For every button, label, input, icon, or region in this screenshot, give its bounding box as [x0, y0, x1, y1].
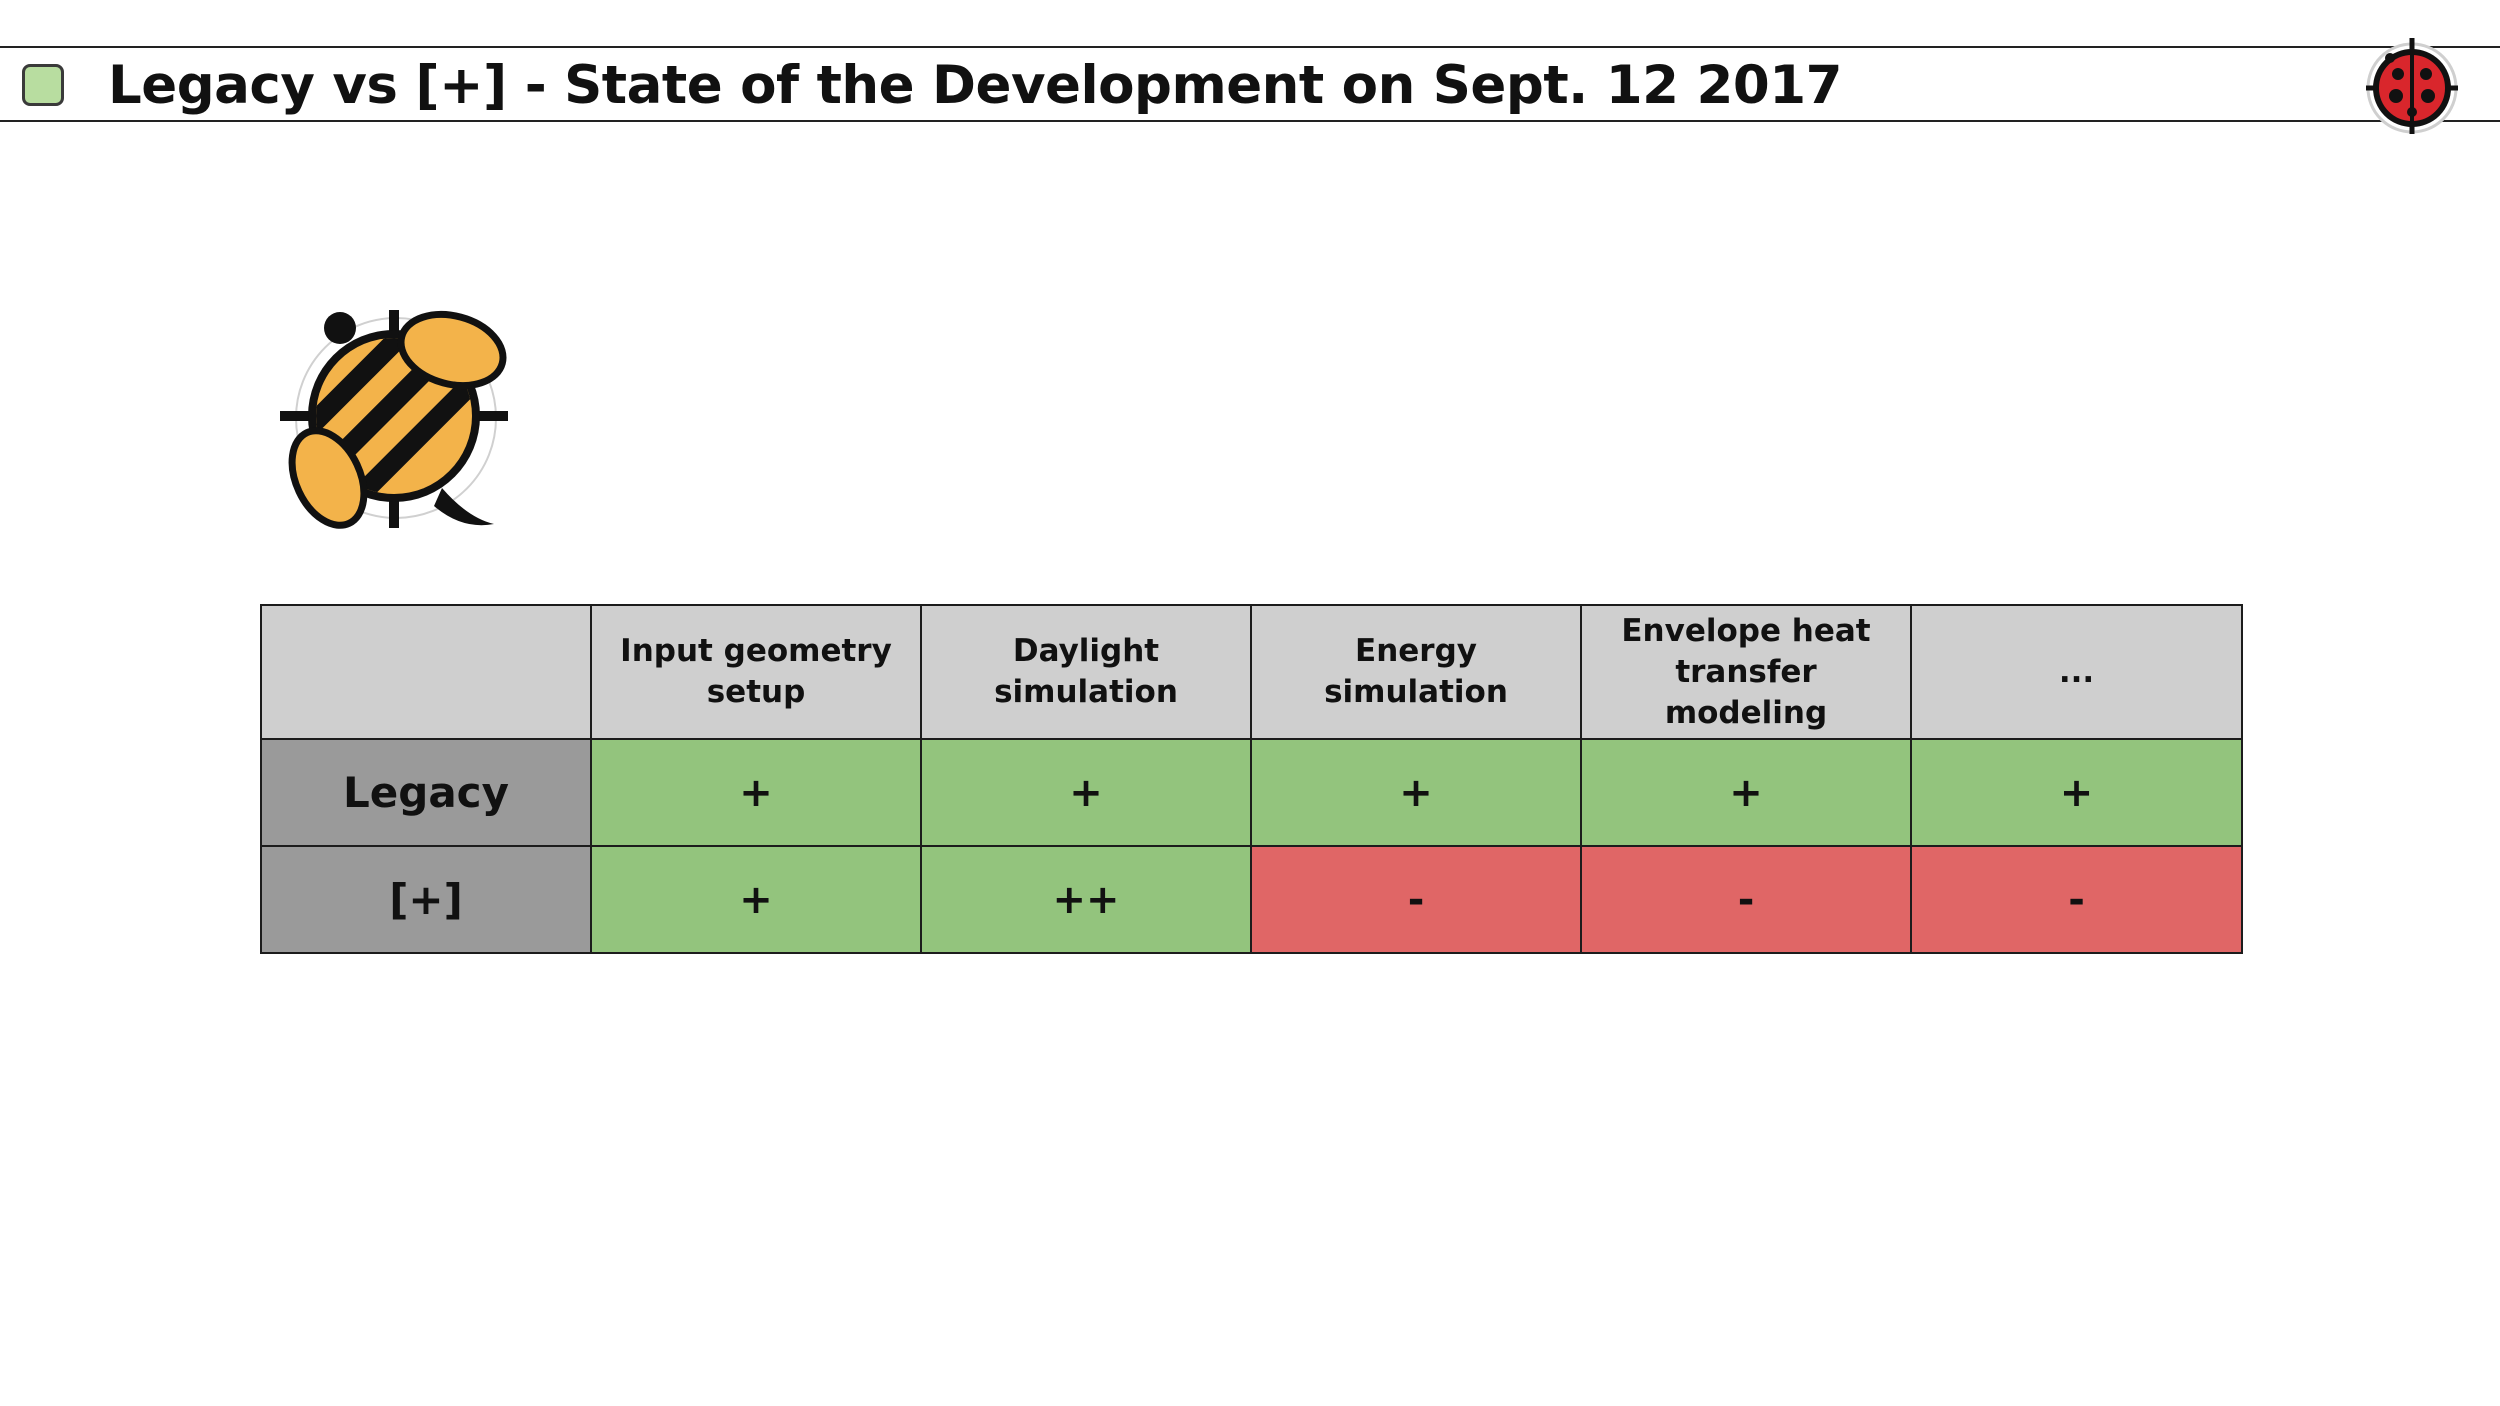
honeybee-logo-icon — [280, 310, 508, 529]
table-cell: + — [920, 738, 1252, 847]
table-row-legacy: Legacy + + + + + — [260, 738, 2243, 847]
row-label-plus: [+] — [260, 845, 592, 954]
header-cell-more: ... — [1910, 604, 2243, 740]
row-label-legacy: Legacy — [260, 738, 592, 847]
table-cell: + — [1250, 738, 1582, 847]
table-cell: + — [1580, 738, 1912, 847]
header-cell-envelope: Envelope heat transfer modeling — [1580, 604, 1912, 740]
table-header-row: Input geometry setup Daylight simulation… — [260, 604, 2243, 740]
table-cell: + — [590, 738, 922, 847]
header-cell-input-geometry: Input geometry setup — [590, 604, 922, 740]
header-cell-blank — [260, 604, 592, 740]
header-cell-energy: Energy simulation — [1250, 604, 1582, 740]
title-bar: Legacy vs [+] - State of the Development… — [0, 46, 2500, 122]
green-square-icon — [22, 64, 64, 106]
table-cell: ++ — [920, 845, 1252, 954]
table-row-plus: [+] + ++ - - - — [260, 845, 2243, 954]
table-cell: - — [1910, 845, 2243, 954]
table-cell: - — [1250, 845, 1582, 954]
slide-title: Legacy vs [+] - State of the Development… — [108, 55, 1842, 116]
table-cell: + — [1910, 738, 2243, 847]
comparison-table: Input geometry setup Daylight simulation… — [260, 604, 2243, 954]
header-cell-daylight: Daylight simulation — [920, 604, 1252, 740]
ladybug-logo-icon — [2366, 38, 2458, 134]
table-cell: + — [590, 845, 922, 954]
table-cell: - — [1580, 845, 1912, 954]
